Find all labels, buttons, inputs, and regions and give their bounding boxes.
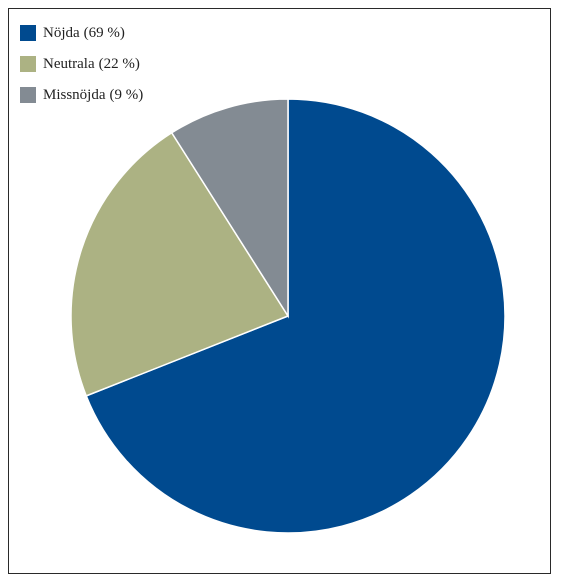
legend-item-neutrala: Neutrala (22 %) xyxy=(20,54,143,74)
chart-frame: Nöjda (69 %) Neutrala (22 %) Missnöjda (… xyxy=(8,8,551,574)
legend-item-missnojda: Missnöjda (9 %) xyxy=(20,85,143,105)
legend-percent-missnojda: (9 %) xyxy=(109,86,144,103)
legend-label-neutrala: Neutrala xyxy=(43,55,95,72)
legend-swatch-nojda xyxy=(20,25,36,41)
legend-label-missnojda: Missnöjda xyxy=(43,86,106,103)
legend-label-nojda: Nöjda xyxy=(43,24,80,41)
legend-item-nojda: Nöjda (69 %) xyxy=(20,23,143,43)
legend-percent-nojda: (69 %) xyxy=(83,24,125,41)
pie-slices xyxy=(70,98,506,534)
pie-slice-nojda xyxy=(85,98,506,534)
pie-slice-neutrala xyxy=(70,131,290,397)
pie-slice-missnojda xyxy=(170,98,289,319)
legend-percent-neutrala: (22 %) xyxy=(98,55,140,72)
legend-swatch-missnojda xyxy=(20,87,36,103)
pie-chart xyxy=(70,98,506,534)
legend-swatch-neutrala xyxy=(20,56,36,72)
legend: Nöjda (69 %) Neutrala (22 %) Missnöjda (… xyxy=(20,23,143,116)
